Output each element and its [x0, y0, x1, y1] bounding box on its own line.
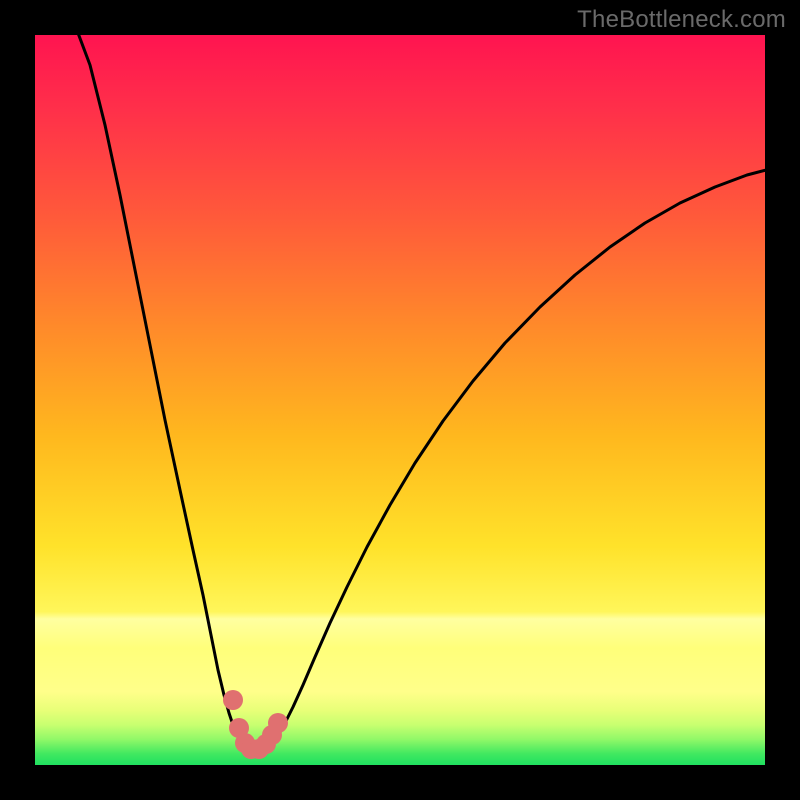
plot-svg	[35, 35, 765, 765]
watermark-text: TheBottleneck.com	[577, 6, 786, 34]
marker-group	[223, 690, 288, 759]
chart-frame: TheBottleneck.com	[0, 0, 800, 800]
curve-marker	[223, 690, 243, 710]
plot-area	[35, 35, 765, 765]
bottleneck-curve	[75, 35, 765, 750]
curve-marker	[268, 713, 288, 733]
